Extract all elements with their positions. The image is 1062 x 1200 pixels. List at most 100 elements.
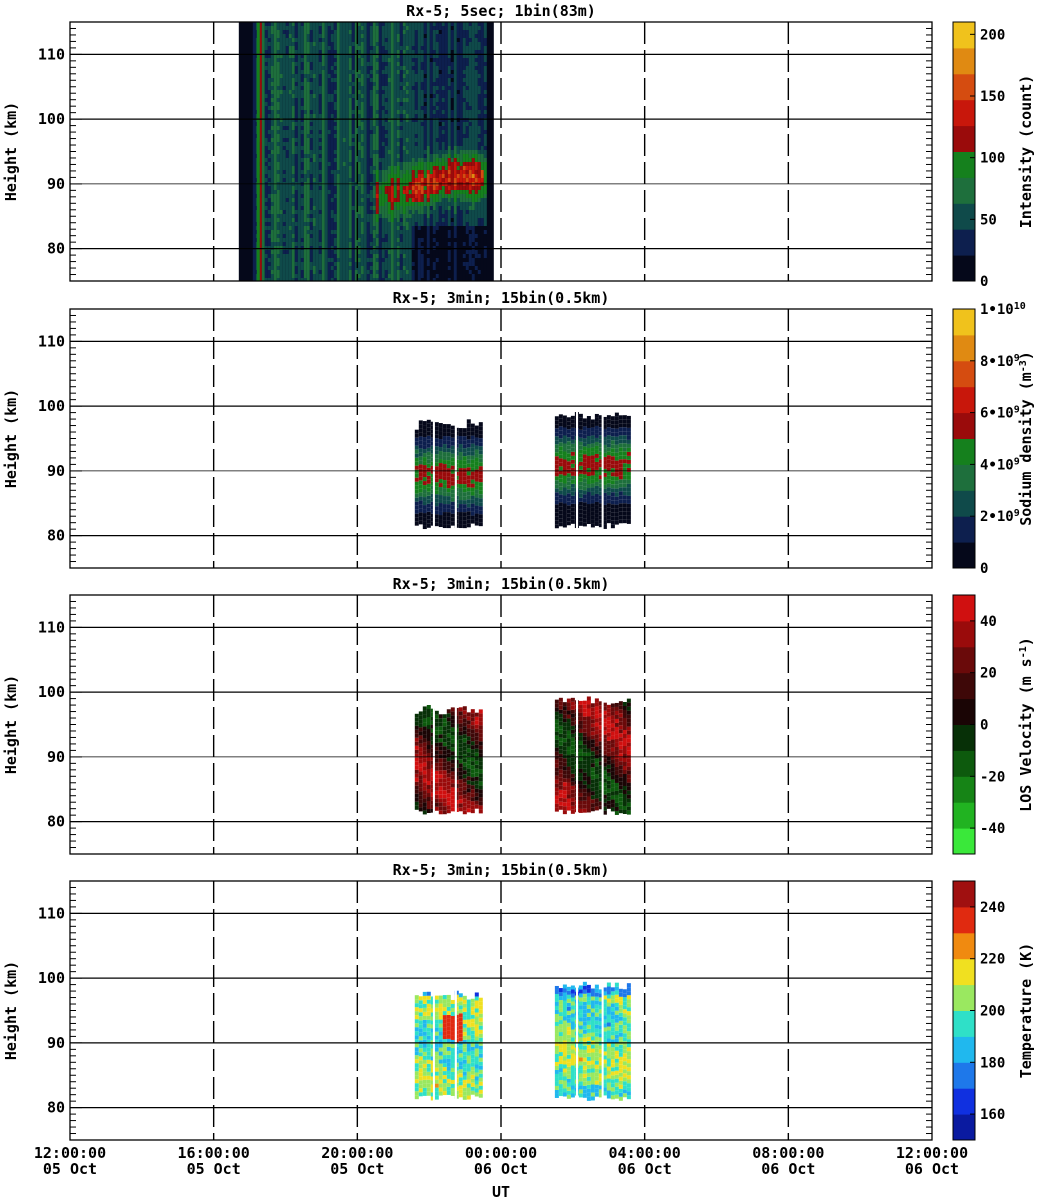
colorbar-label: LOS Velocity (m s-1) <box>1017 637 1035 812</box>
x-tick-date: 05 Oct <box>330 1160 384 1178</box>
colorbar-tick-label: -40 <box>980 821 1005 837</box>
colorbar-swatch <box>953 750 975 777</box>
x-tick-date: 05 Oct <box>43 1160 97 1178</box>
y-tick-label: 80 <box>47 240 65 258</box>
colorbar-tick-label: 50 <box>980 212 997 228</box>
colorbar-tick-label: 180 <box>980 1055 1005 1071</box>
data-layer <box>238 22 494 281</box>
y-tick-label: 100 <box>38 683 65 701</box>
colorbar: LOS Velocity (m s-1) <box>952 594 1035 855</box>
x-tick-date: 06 Oct <box>905 1160 959 1178</box>
y-axis-label: Height (km) <box>2 389 20 488</box>
colorbar-swatch <box>953 516 975 543</box>
colorbar-swatch <box>953 932 975 960</box>
colorbar-tick-label: 20 <box>980 666 997 682</box>
data-layer <box>414 309 631 568</box>
colorbar-swatch <box>953 229 975 256</box>
colorbar-swatch <box>953 125 975 152</box>
y-tick-label: 90 <box>47 1034 65 1052</box>
colorbar-swatch <box>953 151 975 178</box>
x-tick-date: 06 Oct <box>474 1160 528 1178</box>
colorbar-swatch <box>953 1114 975 1141</box>
panel-title: Rx-5; 3min; 15bin(0.5km) <box>393 575 610 593</box>
colorbar-swatch <box>953 464 975 491</box>
panel-title: Rx-5; 5sec; 1bin(83m) <box>406 2 596 20</box>
colorbar-tick-label: 2•109 <box>980 508 1020 526</box>
colorbar-swatch <box>953 22 975 49</box>
colorbar-swatch <box>953 906 975 934</box>
colorbar-swatch <box>953 672 975 700</box>
y-tick-label: 80 <box>47 527 65 545</box>
colorbar-tick-label: -20 <box>980 769 1005 785</box>
colorbar-label: Sodium density (m-3) <box>1017 351 1035 526</box>
colorbar-tick-label: 0 <box>980 718 988 734</box>
colorbar-swatch <box>953 1036 975 1063</box>
y-tick-label: 110 <box>38 618 65 636</box>
colorbar-swatch <box>953 360 975 388</box>
data-layer <box>414 881 631 1140</box>
colorbar: Sodium density (m-3) <box>952 308 1035 569</box>
colorbar-swatch <box>953 646 975 674</box>
colorbar-swatch <box>953 881 975 908</box>
colorbar-swatch <box>953 99 975 127</box>
colorbar-label: Temperature (K) <box>1017 943 1035 1078</box>
panel-title: Rx-5; 3min; 15bin(0.5km) <box>393 289 610 307</box>
colorbar-tick-label: 6•109 <box>980 404 1020 422</box>
colorbar-tick-label: 0 <box>980 274 988 290</box>
colorbar-tick-label: 4•109 <box>980 456 1020 474</box>
colorbar-swatch <box>953 386 975 414</box>
colorbar-swatch <box>953 984 975 1011</box>
colorbar-swatch <box>953 828 975 855</box>
colorbar: Intensity (count) <box>952 21 1035 282</box>
y-tick-label: 110 <box>38 332 65 350</box>
colorbar-swatch <box>953 255 975 282</box>
colorbar-tick-label: 200 <box>980 27 1005 43</box>
colorbar-tick-label: 0 <box>980 561 988 577</box>
panel-3: Rx-5; 3min; 15bin(0.5km) Height (km) 80 90 1… <box>2 575 1035 855</box>
colorbar-label: Intensity (count) <box>1017 75 1035 229</box>
y-tick-label: 110 <box>38 45 65 63</box>
panel-title: Rx-5; 3min; 15bin(0.5km) <box>393 861 610 879</box>
x-tick-time: 12:00:00 <box>896 1144 968 1162</box>
x-tick-time: 20:00:00 <box>321 1144 393 1162</box>
x-tick-time: 04:00:00 <box>609 1144 681 1162</box>
y-tick-label: 90 <box>47 175 65 193</box>
colorbar-tick-label: 160 <box>980 1107 1005 1123</box>
colorbar-tick-label: 40 <box>980 614 997 630</box>
colorbar-swatch <box>953 776 975 803</box>
colorbar-swatch <box>953 490 975 517</box>
colorbar-swatch <box>953 203 975 230</box>
y-tick-label: 90 <box>47 748 65 766</box>
y-tick-label: 110 <box>38 904 65 922</box>
data-layer <box>414 595 631 854</box>
colorbar-swatch <box>953 802 975 829</box>
colorbar-tick-label: 220 <box>980 952 1005 968</box>
colorbar-tick-label: 150 <box>980 89 1005 105</box>
colorbar-swatch <box>953 1010 975 1037</box>
y-tick-label: 100 <box>38 969 65 987</box>
colorbar-tick-label: 200 <box>980 1004 1005 1020</box>
colorbar-swatch <box>953 724 975 751</box>
y-tick-label: 80 <box>47 813 65 831</box>
x-tick-date: 06 Oct <box>761 1160 815 1178</box>
colorbar-swatch <box>953 47 975 75</box>
y-axis-label: Height (km) <box>2 961 20 1060</box>
y-axis-label: Height (km) <box>2 102 20 201</box>
colorbar-tick-label: 8•109 <box>980 352 1020 370</box>
colorbar-swatch <box>953 1088 975 1115</box>
colorbar-swatch <box>953 177 975 204</box>
colorbar-swatch <box>953 412 975 439</box>
colorbar-tick-label: 100 <box>980 151 1005 167</box>
x-tick-time: 00:00:00 <box>465 1144 537 1162</box>
colorbar-swatch <box>953 958 975 986</box>
colorbar-swatch <box>953 438 975 465</box>
y-axis-label: Height (km) <box>2 675 20 774</box>
x-tick-date: 06 Oct <box>618 1160 672 1178</box>
colorbar-swatch <box>953 1062 975 1089</box>
y-tick-label: 100 <box>38 110 65 128</box>
colorbar-swatch <box>953 595 975 622</box>
x-tick-time: 08:00:00 <box>752 1144 824 1162</box>
panel-2: Rx-5; 3min; 15bin(0.5km) Height (km) 80 90 1… <box>2 289 1035 569</box>
y-tick-label: 90 <box>47 462 65 480</box>
